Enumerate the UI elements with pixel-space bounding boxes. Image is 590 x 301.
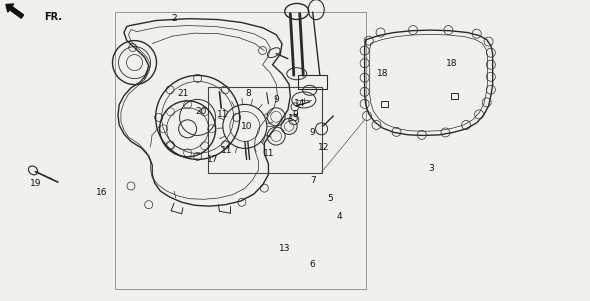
Bar xyxy=(208,87,322,173)
Text: 9: 9 xyxy=(310,128,316,137)
Text: 10: 10 xyxy=(241,122,253,131)
Bar xyxy=(298,75,327,89)
Text: 15: 15 xyxy=(288,114,300,123)
Text: 11: 11 xyxy=(263,149,274,158)
Text: 9: 9 xyxy=(292,110,298,119)
Bar xyxy=(115,12,366,289)
Text: 14: 14 xyxy=(294,99,306,108)
Text: 18: 18 xyxy=(376,69,388,78)
Text: 21: 21 xyxy=(177,89,189,98)
Text: 16: 16 xyxy=(96,188,107,197)
Text: 9: 9 xyxy=(273,95,279,104)
Text: 2: 2 xyxy=(171,14,177,23)
Text: 5: 5 xyxy=(327,194,333,203)
Text: 20: 20 xyxy=(195,107,206,116)
Text: 11: 11 xyxy=(217,110,229,119)
Bar xyxy=(381,101,388,107)
Text: 6: 6 xyxy=(310,260,316,269)
Text: FR.: FR. xyxy=(44,12,63,23)
Text: 3: 3 xyxy=(428,164,434,173)
Text: 17: 17 xyxy=(206,155,218,164)
Text: 7: 7 xyxy=(310,176,316,185)
FancyArrow shape xyxy=(6,4,24,18)
Text: 13: 13 xyxy=(279,244,291,253)
Text: 12: 12 xyxy=(317,143,329,152)
Text: 19: 19 xyxy=(30,179,41,188)
Bar xyxy=(451,93,458,99)
Text: 4: 4 xyxy=(336,212,342,221)
Text: 8: 8 xyxy=(245,89,251,98)
Text: 11: 11 xyxy=(221,146,233,155)
Text: 18: 18 xyxy=(445,59,457,68)
